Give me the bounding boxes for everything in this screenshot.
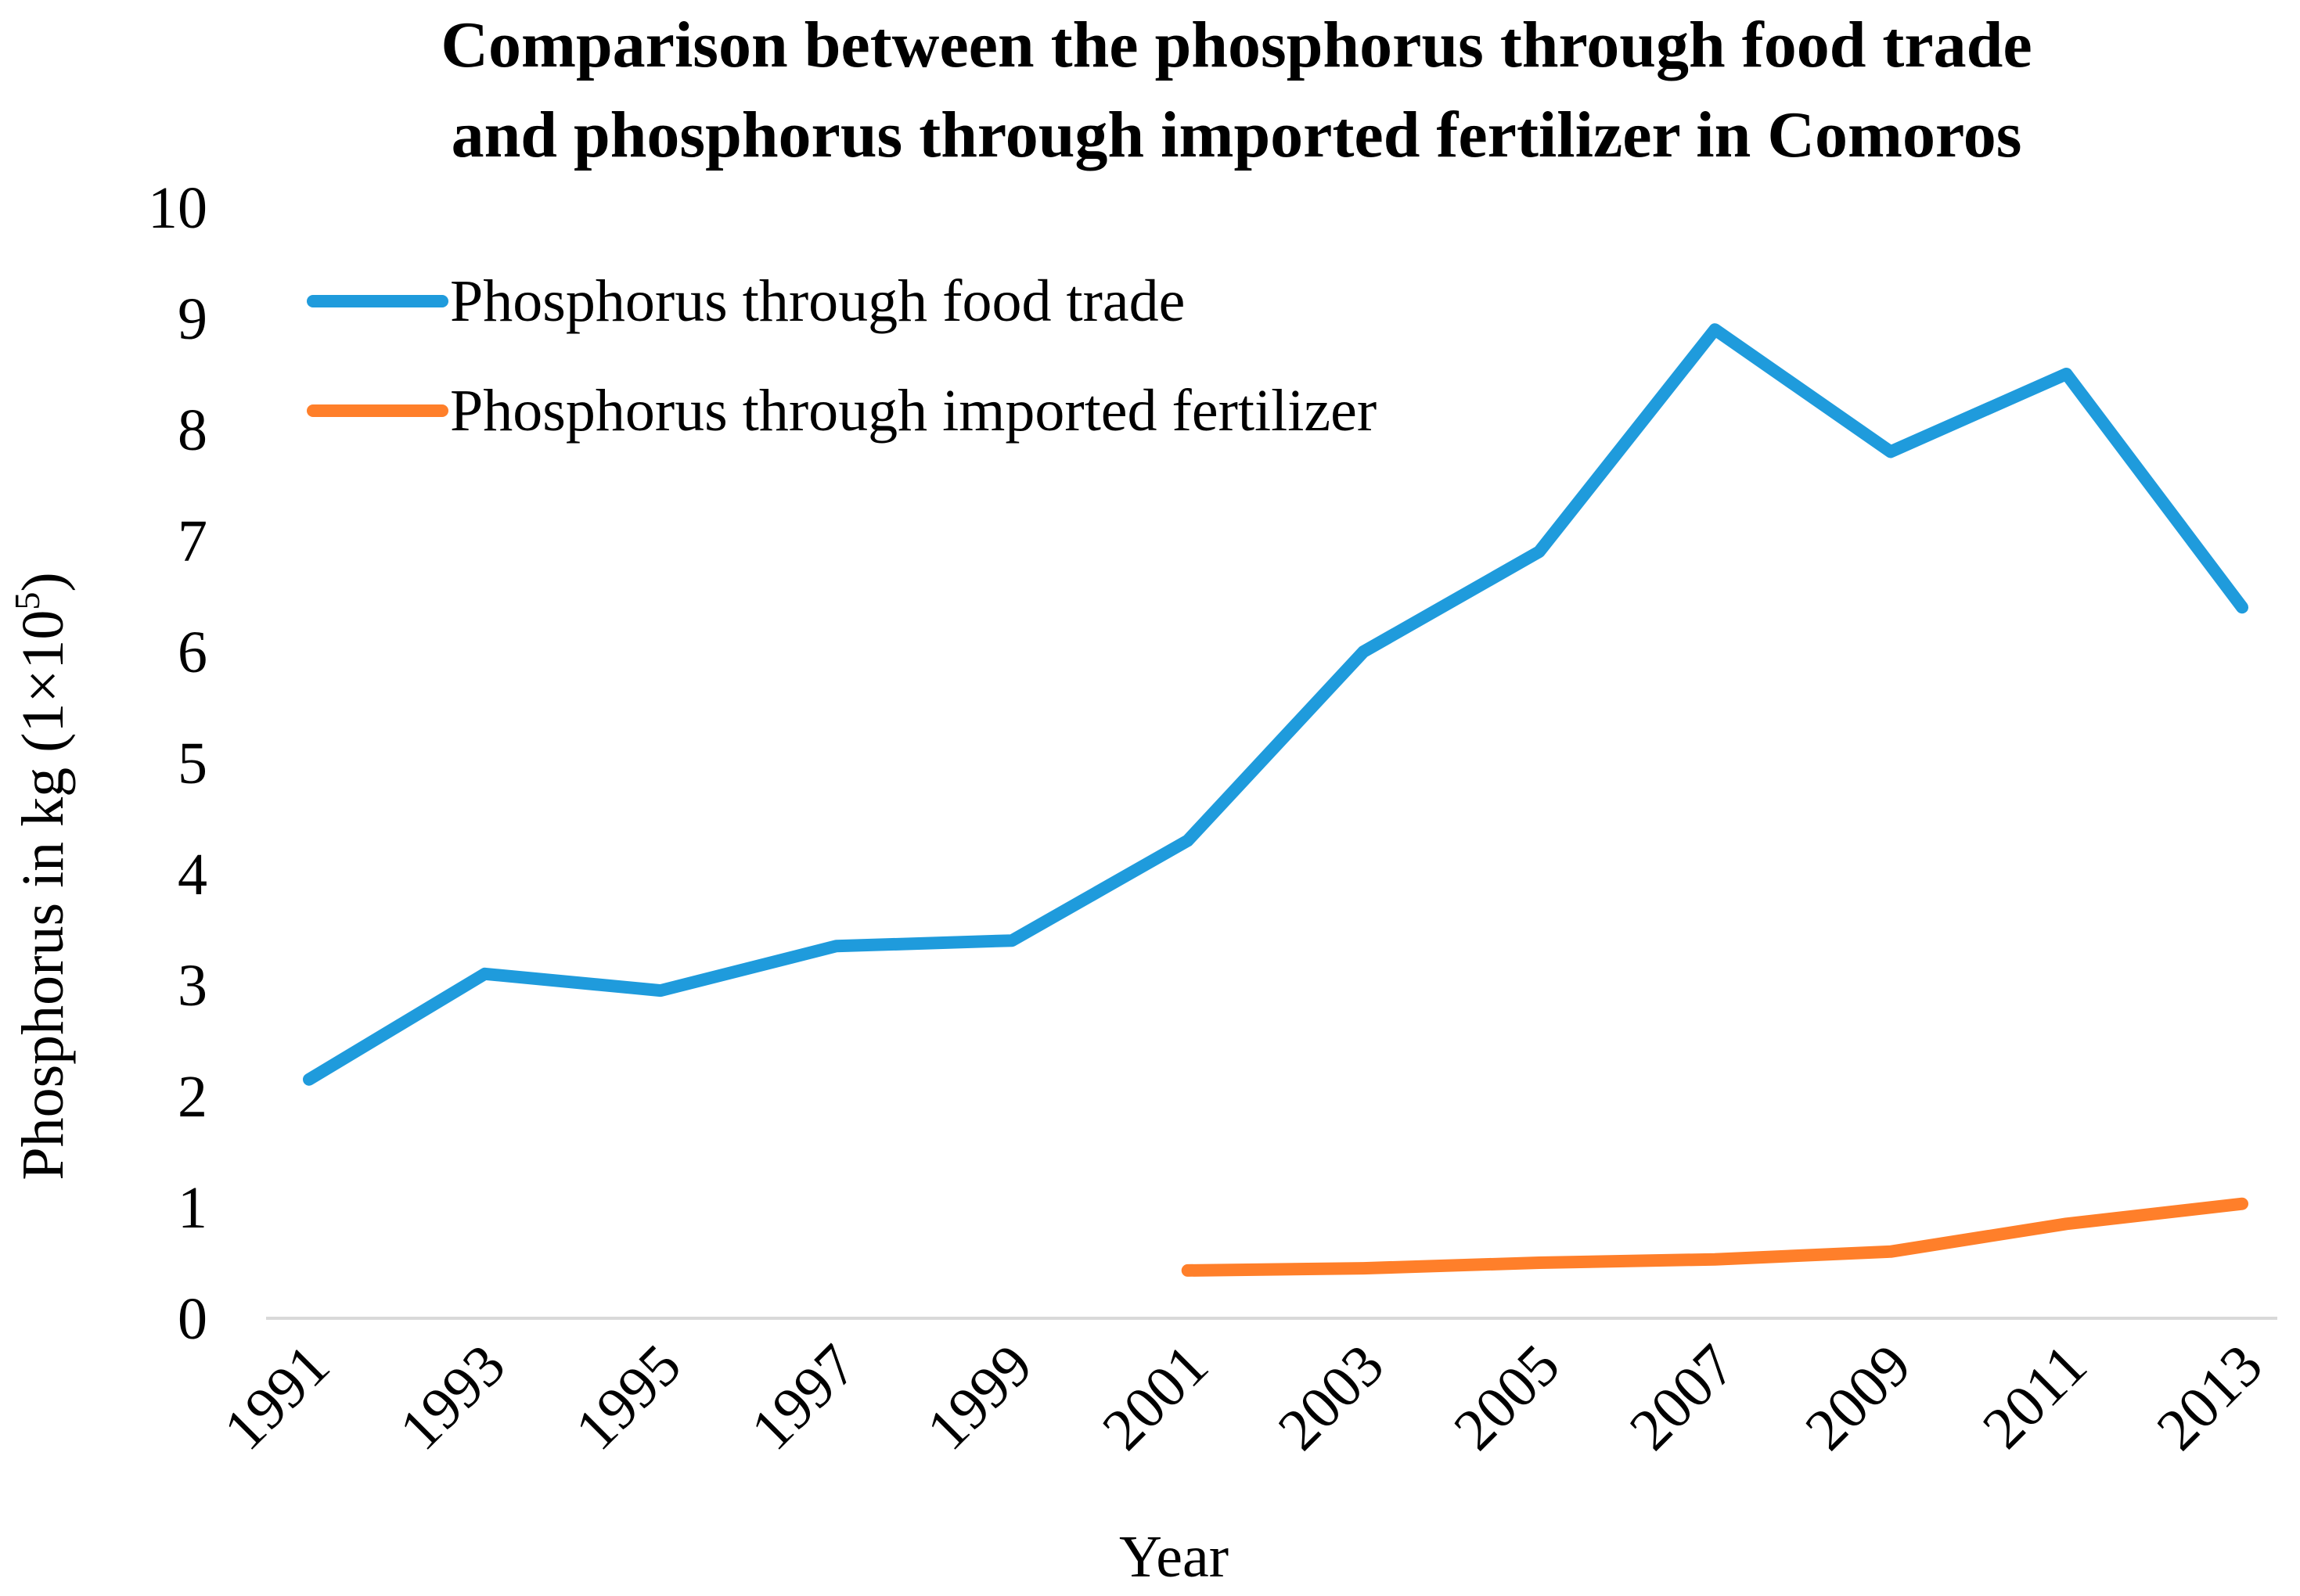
y-axis-label-exponent: 5	[7, 592, 47, 610]
y-tick-label: 7	[178, 509, 207, 574]
y-axis-label: Phosphorus in kg (1×105)	[7, 572, 76, 1180]
series-lines	[303, 323, 2248, 1277]
x-axis-ticks: 1991 1993 1995 1997 1999 2001 2003 2005 2007 2009…	[211, 1332, 2275, 1463]
x-tick-label: 2013	[2144, 1332, 2275, 1463]
y-tick-label: 2	[178, 1064, 207, 1130]
y-tick-label: 10	[148, 175, 207, 241]
legend: Phosphorus through food trade Phosphorus…	[307, 268, 1377, 444]
x-tick-label: 1993	[387, 1332, 518, 1463]
y-axis-label-close: )	[10, 572, 76, 591]
series-line-food-trade	[303, 323, 2248, 1086]
x-tick-label: 1991	[211, 1332, 342, 1463]
x-tick-label: 1999	[914, 1332, 1045, 1463]
y-tick-label: 5	[178, 731, 207, 796]
y-axis-label-main: Phosphorus in kg (1×10	[10, 610, 76, 1181]
x-tick-label: 2011	[1971, 1332, 2100, 1461]
y-tick-label: 9	[178, 286, 207, 352]
x-tick-label: 2001	[1090, 1332, 1221, 1463]
series-line-fertilizer	[1181, 1197, 2248, 1277]
y-axis-ticks: 0 1 2 3 4 5 6 7 8 9 10	[148, 175, 207, 1352]
legend-label-food-trade: Phosphorus through food trade	[450, 268, 1185, 334]
y-tick-label: 1	[178, 1175, 207, 1241]
y-tick-label: 4	[178, 842, 207, 908]
x-tick-label: 2007	[1618, 1332, 1748, 1463]
x-tick-label: 1995	[563, 1332, 693, 1463]
y-tick-label: 3	[178, 953, 207, 1019]
x-axis-label: Year	[1119, 1524, 1229, 1590]
chart-title-line-2: and phosphorus through imported fertiliz…	[452, 99, 2022, 171]
y-tick-label: 0	[178, 1286, 207, 1352]
y-tick-label: 8	[178, 397, 207, 463]
x-tick-label: 2009	[1793, 1332, 1924, 1463]
legend-label-fertilizer: Phosphorus through imported fertilizer	[450, 378, 1377, 444]
x-tick-label: 2005	[1442, 1332, 1572, 1463]
x-tick-label: 2003	[1265, 1332, 1396, 1463]
chart-title-line-1: Comparison between the phosphorus throug…	[441, 9, 2032, 81]
y-tick-label: 6	[178, 620, 207, 685]
x-tick-label: 1997	[739, 1332, 869, 1463]
